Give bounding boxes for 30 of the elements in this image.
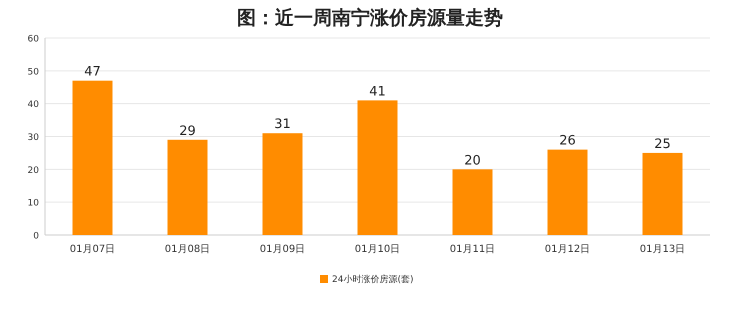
bar bbox=[452, 169, 492, 235]
bar bbox=[262, 133, 302, 235]
bar bbox=[548, 150, 588, 235]
x-tick-label: 01月09日 bbox=[260, 244, 306, 255]
data-label: 26 bbox=[559, 134, 576, 149]
data-label: 25 bbox=[654, 136, 671, 152]
y-tick-label: 0 bbox=[33, 232, 40, 242]
x-tick-label: 01月12日 bbox=[544, 244, 590, 255]
data-label: 31 bbox=[274, 117, 291, 132]
y-tick-label: 30 bbox=[28, 133, 40, 143]
y-tick-label: 50 bbox=[28, 67, 40, 78]
y-tick-label: 60 bbox=[28, 34, 40, 44]
x-tick-label: 01月13日 bbox=[640, 244, 686, 255]
data-label: 47 bbox=[84, 64, 101, 80]
data-label: 29 bbox=[179, 124, 196, 139]
bar bbox=[358, 100, 398, 235]
chart-title: 图：近一周南宁涨价房源量走势 bbox=[237, 7, 503, 29]
x-tick-label: 01月08日 bbox=[164, 244, 210, 255]
y-tick-label: 10 bbox=[28, 198, 40, 209]
legend-label: 24小时涨价房源(套) bbox=[332, 274, 414, 285]
x-tick-label: 01月10日 bbox=[354, 244, 400, 255]
bar bbox=[72, 80, 112, 235]
y-tick-label: 40 bbox=[28, 100, 40, 110]
x-tick-label: 01月07日 bbox=[70, 244, 116, 255]
data-label: 41 bbox=[369, 84, 386, 100]
y-tick-label: 20 bbox=[28, 166, 40, 176]
bar bbox=[642, 152, 682, 235]
x-tick-label: 01月11日 bbox=[450, 244, 496, 255]
bar bbox=[168, 140, 208, 235]
data-label: 20 bbox=[464, 153, 481, 168]
